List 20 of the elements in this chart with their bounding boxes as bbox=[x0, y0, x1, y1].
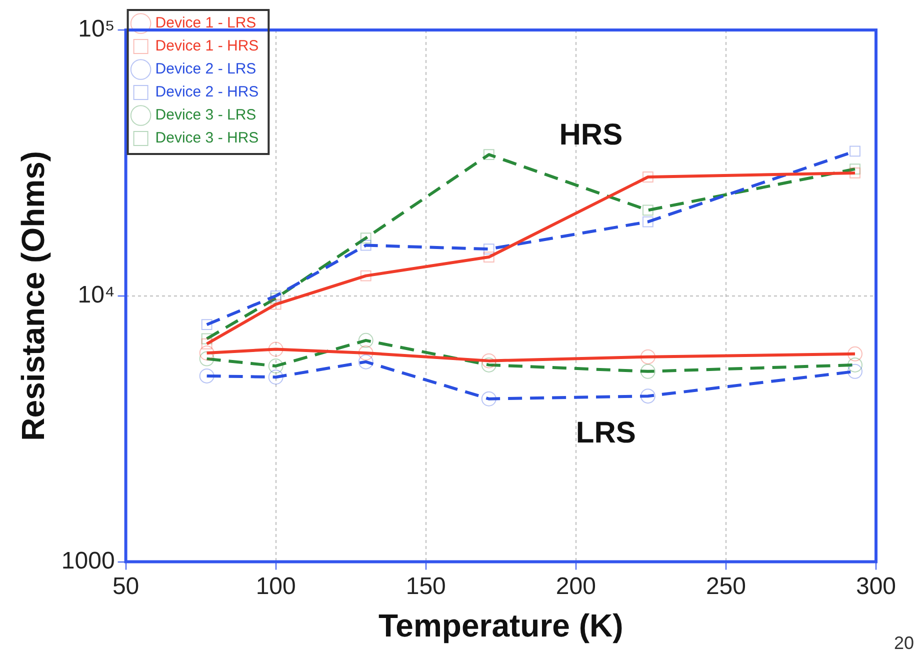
x-tick-label: 300 bbox=[856, 572, 896, 600]
y-tick-label: 10⁴ bbox=[78, 282, 115, 309]
x-tick-label: 50 bbox=[112, 572, 140, 600]
legend-label: Device 2 - LRS bbox=[155, 60, 256, 78]
y-tick-label: 10⁵ bbox=[78, 16, 115, 43]
y-axis-title: Resistance (Ohms) bbox=[15, 150, 52, 441]
text: 20 bbox=[894, 632, 914, 653]
x-tick-label: 100 bbox=[256, 572, 296, 600]
legend-label: Device 3 - LRS bbox=[155, 106, 256, 124]
legend-label: Device 2 - HRS bbox=[155, 84, 259, 101]
x-tick-label: 250 bbox=[706, 572, 746, 600]
y-tick-label: 1000 bbox=[61, 547, 115, 574]
x-tick-label: 150 bbox=[406, 572, 446, 600]
legend-label: Device 1 - HRS bbox=[155, 38, 259, 55]
legend-label: Device 1 - LRS bbox=[155, 14, 256, 32]
x-axis-title: Temperature (K) bbox=[378, 608, 624, 644]
annotation: HRS bbox=[559, 118, 623, 152]
x-tick-label: 200 bbox=[556, 572, 596, 600]
annotation: LRS bbox=[576, 416, 636, 450]
legend-label: Device 3 - HRS bbox=[155, 130, 259, 147]
